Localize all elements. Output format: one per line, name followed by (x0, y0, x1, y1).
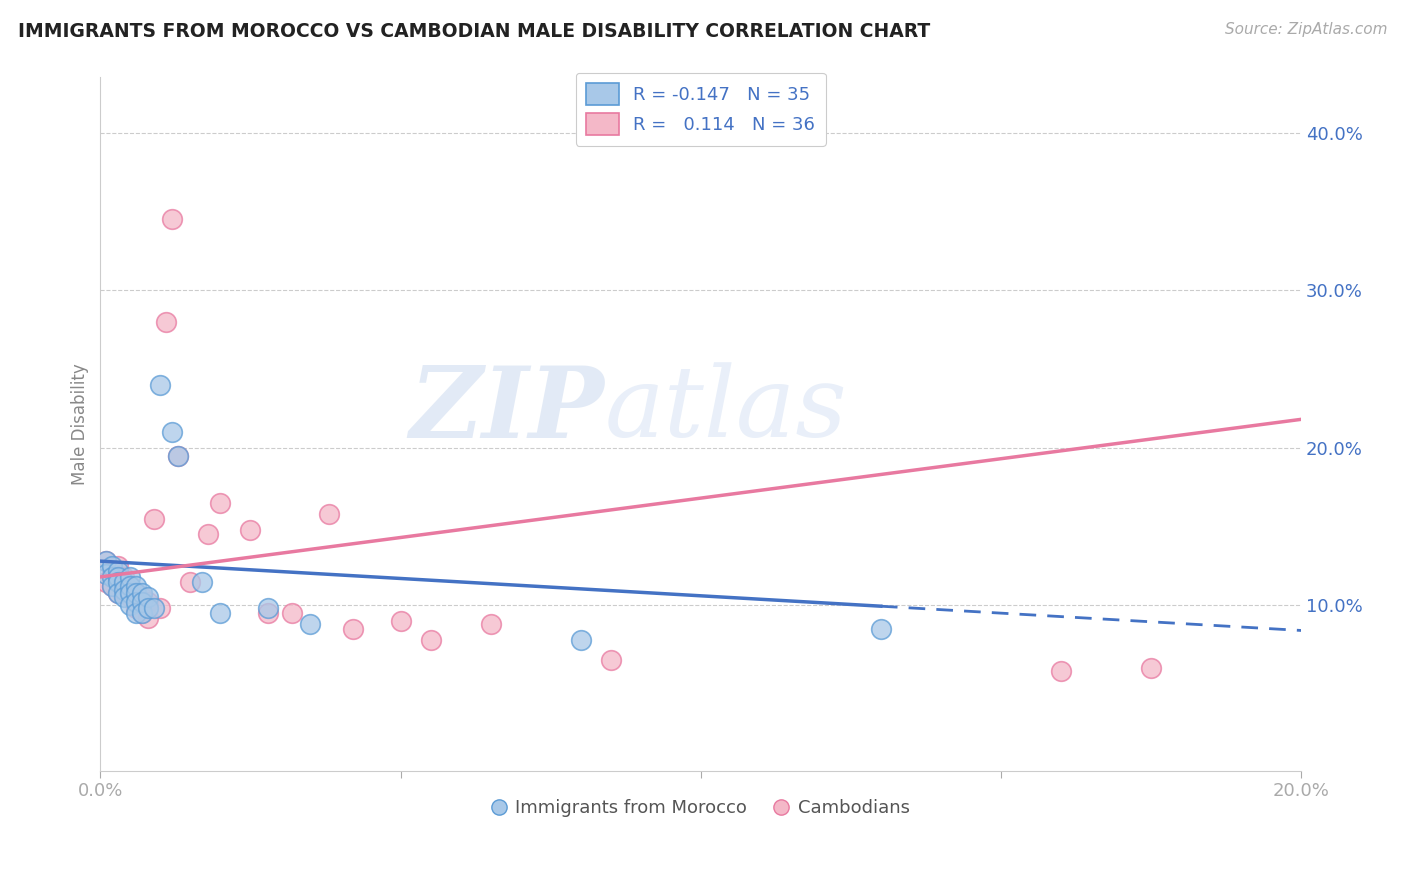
Point (125, 585, 148, 599)
Point (101, 558, 124, 573)
Point (870, 622, 893, 636)
Point (419, 632, 441, 647)
Point (125, 579, 148, 593)
Point (257, 606, 280, 620)
Point (569, 632, 592, 647)
Point (599, 653, 621, 667)
Point (112, 591, 135, 605)
Point (120, 570, 142, 584)
Point (107, 585, 129, 599)
Point (120, 591, 142, 605)
Point (120, 579, 142, 593)
Point (107, 585, 129, 599)
Point (96, 566, 118, 581)
Point (107, 574, 129, 589)
Point (209, 606, 232, 620)
Point (101, 579, 124, 593)
Point (120, 599, 142, 613)
Point (131, 606, 153, 620)
Point (389, 614, 412, 628)
Point (281, 606, 304, 620)
Point (162, 212, 184, 227)
Point (125, 601, 148, 615)
Point (112, 570, 135, 584)
Text: atlas: atlas (605, 362, 848, 458)
Point (143, 511, 166, 525)
Point (131, 606, 153, 620)
Point (143, 601, 166, 615)
Point (162, 425, 184, 439)
Text: IMMIGRANTS FROM MOROCCO VS CAMBODIAN MALE DISABILITY CORRELATION CHART: IMMIGRANTS FROM MOROCCO VS CAMBODIAN MAL… (18, 22, 931, 41)
Point (138, 601, 160, 615)
Point (125, 585, 148, 599)
Point (167, 449, 190, 463)
Point (131, 595, 153, 609)
Point (149, 601, 172, 615)
Point (131, 591, 153, 605)
Point (101, 570, 124, 584)
Point (107, 558, 129, 573)
Point (138, 591, 160, 605)
Point (107, 564, 129, 578)
Point (209, 496, 232, 510)
Point (342, 622, 364, 636)
Text: Source: ZipAtlas.com: Source: ZipAtlas.com (1225, 22, 1388, 37)
Legend: Immigrants from Morocco, Cambodians: Immigrants from Morocco, Cambodians (485, 791, 917, 824)
Point (197, 527, 219, 541)
Y-axis label: Male Disability: Male Disability (72, 363, 89, 485)
Point (299, 617, 322, 632)
Point (125, 595, 148, 609)
Point (107, 570, 129, 584)
Point (167, 449, 190, 463)
Point (479, 617, 502, 632)
Point (107, 570, 129, 584)
Point (96, 554, 118, 568)
Point (125, 606, 148, 620)
Point (120, 579, 142, 593)
Point (101, 579, 124, 593)
Point (120, 585, 142, 599)
Point (155, 315, 177, 329)
Point (131, 585, 153, 599)
Point (318, 507, 340, 521)
Point (179, 574, 201, 589)
Point (191, 574, 214, 589)
Point (112, 574, 135, 589)
Text: ZIP: ZIP (409, 362, 605, 458)
Point (257, 601, 280, 615)
Point (96, 574, 118, 589)
Point (149, 377, 172, 392)
Point (1050, 665, 1073, 679)
Point (101, 564, 124, 578)
Point (112, 582, 135, 597)
Point (96, 554, 118, 568)
Point (1140, 661, 1163, 675)
Point (138, 611, 160, 625)
Point (239, 523, 262, 537)
Point (138, 595, 160, 609)
Point (112, 585, 135, 599)
